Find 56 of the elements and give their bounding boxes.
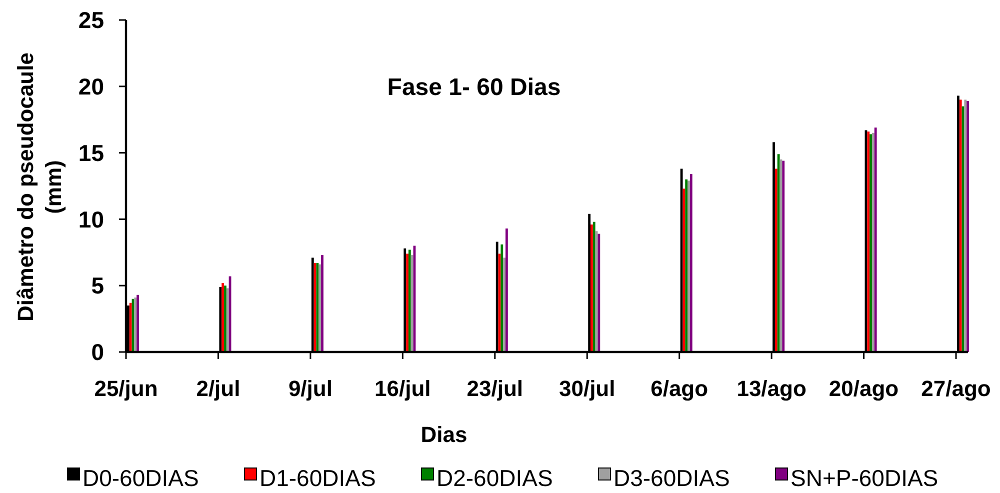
x-tick-label: 23/jul (466, 376, 524, 401)
x-tick-label: 20/ago (828, 376, 899, 401)
bar (964, 100, 967, 352)
bar (134, 298, 137, 352)
y-tick-label: 0 (91, 339, 104, 366)
bar (959, 100, 962, 352)
x-tick-label: 16/jul (374, 376, 431, 401)
bar (222, 282, 224, 352)
bar (592, 222, 596, 352)
legend-label: D0-60DIAS (82, 465, 199, 491)
bar (410, 255, 414, 352)
bar (316, 263, 319, 352)
y-tick-label: 20 (78, 73, 104, 100)
legend-label: D2-60DIAS (436, 465, 553, 491)
bar (406, 254, 408, 352)
bar (782, 160, 785, 352)
x-tick-label: 6/ago (650, 376, 708, 401)
bar (682, 188, 686, 352)
x-tick-label: 30/jul (558, 376, 616, 401)
bar (870, 134, 872, 352)
bar (598, 234, 600, 352)
bar (690, 174, 692, 352)
bar (688, 180, 690, 352)
x-tick-label: 9/jul (288, 376, 332, 401)
bar (590, 224, 593, 352)
bar (966, 101, 970, 352)
bar (867, 132, 870, 352)
bar (872, 132, 874, 352)
legend-label: D3-60DIAS (614, 465, 730, 491)
x-axis-title: Dias (420, 422, 468, 447)
bar (408, 250, 411, 352)
y-tick-label: 5 (91, 272, 104, 299)
bar (224, 286, 226, 352)
y-tick-label: 10 (78, 206, 104, 232)
bar (226, 288, 229, 352)
bar (318, 264, 322, 352)
text: Fase 1- 60 Dias (387, 74, 561, 101)
bar (503, 258, 506, 352)
x-tick-label: 13/ago (736, 376, 806, 401)
bar (500, 244, 504, 352)
bar (777, 154, 780, 352)
bar (136, 294, 139, 352)
y-tick-label: 25 (78, 7, 104, 34)
bar (129, 302, 132, 352)
y-tick-label: 15 (78, 140, 104, 166)
x-tick-label: 25/jun (94, 376, 158, 401)
legend-label: D1-60DIAS (260, 465, 376, 491)
x-tick-label: 27/ago (921, 376, 991, 401)
bar (685, 179, 688, 352)
bar (874, 128, 877, 352)
y-axis-title: Diâmetro do pseudocaule (mm) (13, 52, 66, 322)
legend-label: SN+P-60DIAS (790, 465, 938, 491)
bar (321, 255, 324, 352)
bar (774, 168, 778, 352)
x-tick-label: 2/jul (196, 376, 240, 401)
bar (505, 228, 508, 352)
